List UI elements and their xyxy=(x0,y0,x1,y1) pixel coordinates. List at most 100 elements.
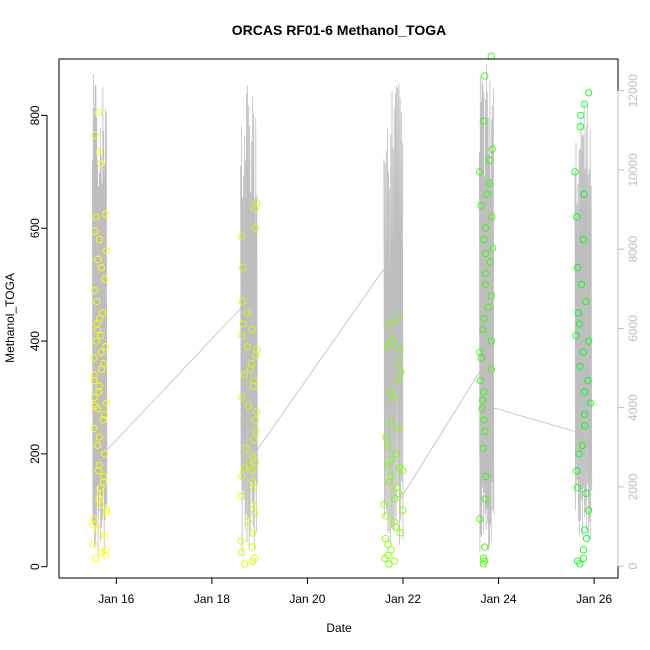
data-point-rf01 xyxy=(102,546,110,554)
data-point-rf02 xyxy=(249,484,257,492)
data-point-rf02 xyxy=(249,501,257,509)
data-point-rf01 xyxy=(95,433,103,441)
data-point-rf01 xyxy=(97,348,105,356)
altitude-segment xyxy=(240,84,258,556)
data-point-rf05 xyxy=(584,89,593,97)
data-point-rf04 xyxy=(476,515,484,523)
data-point-rf02 xyxy=(250,509,259,517)
data-point-rf01 xyxy=(102,509,111,517)
data-point-rf02 xyxy=(246,365,255,373)
data-point-rf01 xyxy=(97,264,106,272)
data-point-rf01 xyxy=(89,515,98,523)
data-point-rf02 xyxy=(239,320,247,328)
data-point-rf01 xyxy=(92,554,100,562)
data-point-rf01 xyxy=(95,108,103,117)
data-point-rf02 xyxy=(242,444,250,452)
data-point-rf03 xyxy=(384,343,392,351)
y-tick-label: 200 xyxy=(28,444,42,464)
data-point-rf02 xyxy=(243,309,252,317)
data-point-rf03 xyxy=(386,388,394,396)
data-point-rf04 xyxy=(488,213,496,221)
data-point-rf03 xyxy=(387,546,395,554)
altitude-connector xyxy=(400,371,480,499)
data-point-rf02 xyxy=(253,407,261,416)
data-point-rf04 xyxy=(478,396,487,404)
data-point-rf05 xyxy=(584,506,593,514)
data-point-rf01 xyxy=(95,382,103,390)
data-point-rf03 xyxy=(390,495,399,503)
data-point-rf04 xyxy=(480,416,488,424)
y-tick-label: 0 xyxy=(28,563,42,570)
data-point-rf04 xyxy=(486,258,494,266)
data-point-rf01 xyxy=(93,320,101,328)
data-point-rf01 xyxy=(92,337,100,345)
data-point-rf05 xyxy=(579,554,588,562)
data-point-rf04 xyxy=(479,117,487,125)
data-point-rf01 xyxy=(96,501,104,509)
y-tick-label: 600 xyxy=(28,218,42,238)
data-point-rf04 xyxy=(488,145,496,153)
data-point-rf05 xyxy=(580,190,588,199)
data-point-rf03 xyxy=(383,441,392,450)
data-point-rf05 xyxy=(581,422,589,430)
data-point-rf02 xyxy=(253,199,261,207)
data-point-rf03 xyxy=(397,368,405,376)
data-point-rf02 xyxy=(249,382,257,390)
data-point-rf02 xyxy=(237,472,246,481)
altitude-segment xyxy=(478,64,495,554)
data-point-rf02 xyxy=(238,297,247,306)
data-point-rf01 xyxy=(101,210,110,218)
data-point-rf04 xyxy=(486,156,494,165)
data-point-rf05 xyxy=(579,546,588,554)
data-point-rf01 xyxy=(102,343,110,351)
data-point-rf05 xyxy=(577,111,585,120)
data-point-rf01 xyxy=(95,461,103,469)
data-point-rf05 xyxy=(580,526,589,534)
altitude-line-layer xyxy=(92,64,593,557)
data-point-rf04 xyxy=(487,292,495,300)
data-point-rf04 xyxy=(479,554,488,562)
data-point-rf01 xyxy=(96,489,104,498)
data-point-rf01 xyxy=(90,371,98,379)
data-point-rf05 xyxy=(580,100,589,108)
x-tick-label: Jan 20 xyxy=(289,592,325,606)
altitude-connector xyxy=(255,268,385,452)
data-point-rf01 xyxy=(90,424,98,433)
data-point-rf04 xyxy=(482,249,490,258)
data-point-rf01 xyxy=(92,213,100,221)
data-point-rf02 xyxy=(245,461,254,469)
data-point-rf02 xyxy=(237,492,245,500)
data-point-rf04 xyxy=(480,388,488,396)
data-point-rf03 xyxy=(394,424,402,433)
data-point-rf03 xyxy=(384,551,392,560)
data-point-rf04 xyxy=(481,269,490,278)
data-point-rf01 xyxy=(99,472,108,481)
data-point-rf05 xyxy=(573,467,581,475)
data-point-rf05 xyxy=(574,557,582,565)
x-tick-label: Jan 22 xyxy=(385,592,421,606)
data-point-rf03 xyxy=(392,450,400,458)
data-point-rf01 xyxy=(102,399,111,407)
data-point-rf03 xyxy=(391,523,400,531)
data-point-rf04 xyxy=(480,235,488,244)
data-point-rf01 xyxy=(103,247,111,255)
data-point-rf02 xyxy=(251,224,260,232)
x-tick-label: Jan 24 xyxy=(481,592,517,606)
data-point-rf01 xyxy=(93,297,101,306)
data-point-rf04 xyxy=(479,326,487,334)
data-point-rf02 xyxy=(237,537,245,545)
data-point-rf05 xyxy=(579,235,587,244)
data-point-rf01 xyxy=(89,540,97,548)
data-point-rf01 xyxy=(99,416,107,424)
data-point-rf02 xyxy=(253,345,261,354)
data-point-rf05 xyxy=(584,337,593,345)
data-point-rf03 xyxy=(386,419,394,427)
data-point-rf02 xyxy=(249,453,257,461)
data-point-rf02 xyxy=(241,560,249,568)
data-point-rf05 xyxy=(578,441,587,450)
data-point-rf05 xyxy=(584,376,592,385)
x-tick-label: Jan 16 xyxy=(98,592,134,606)
y2-tick-label: 10000 xyxy=(626,153,640,187)
data-point-rf05 xyxy=(575,450,583,458)
